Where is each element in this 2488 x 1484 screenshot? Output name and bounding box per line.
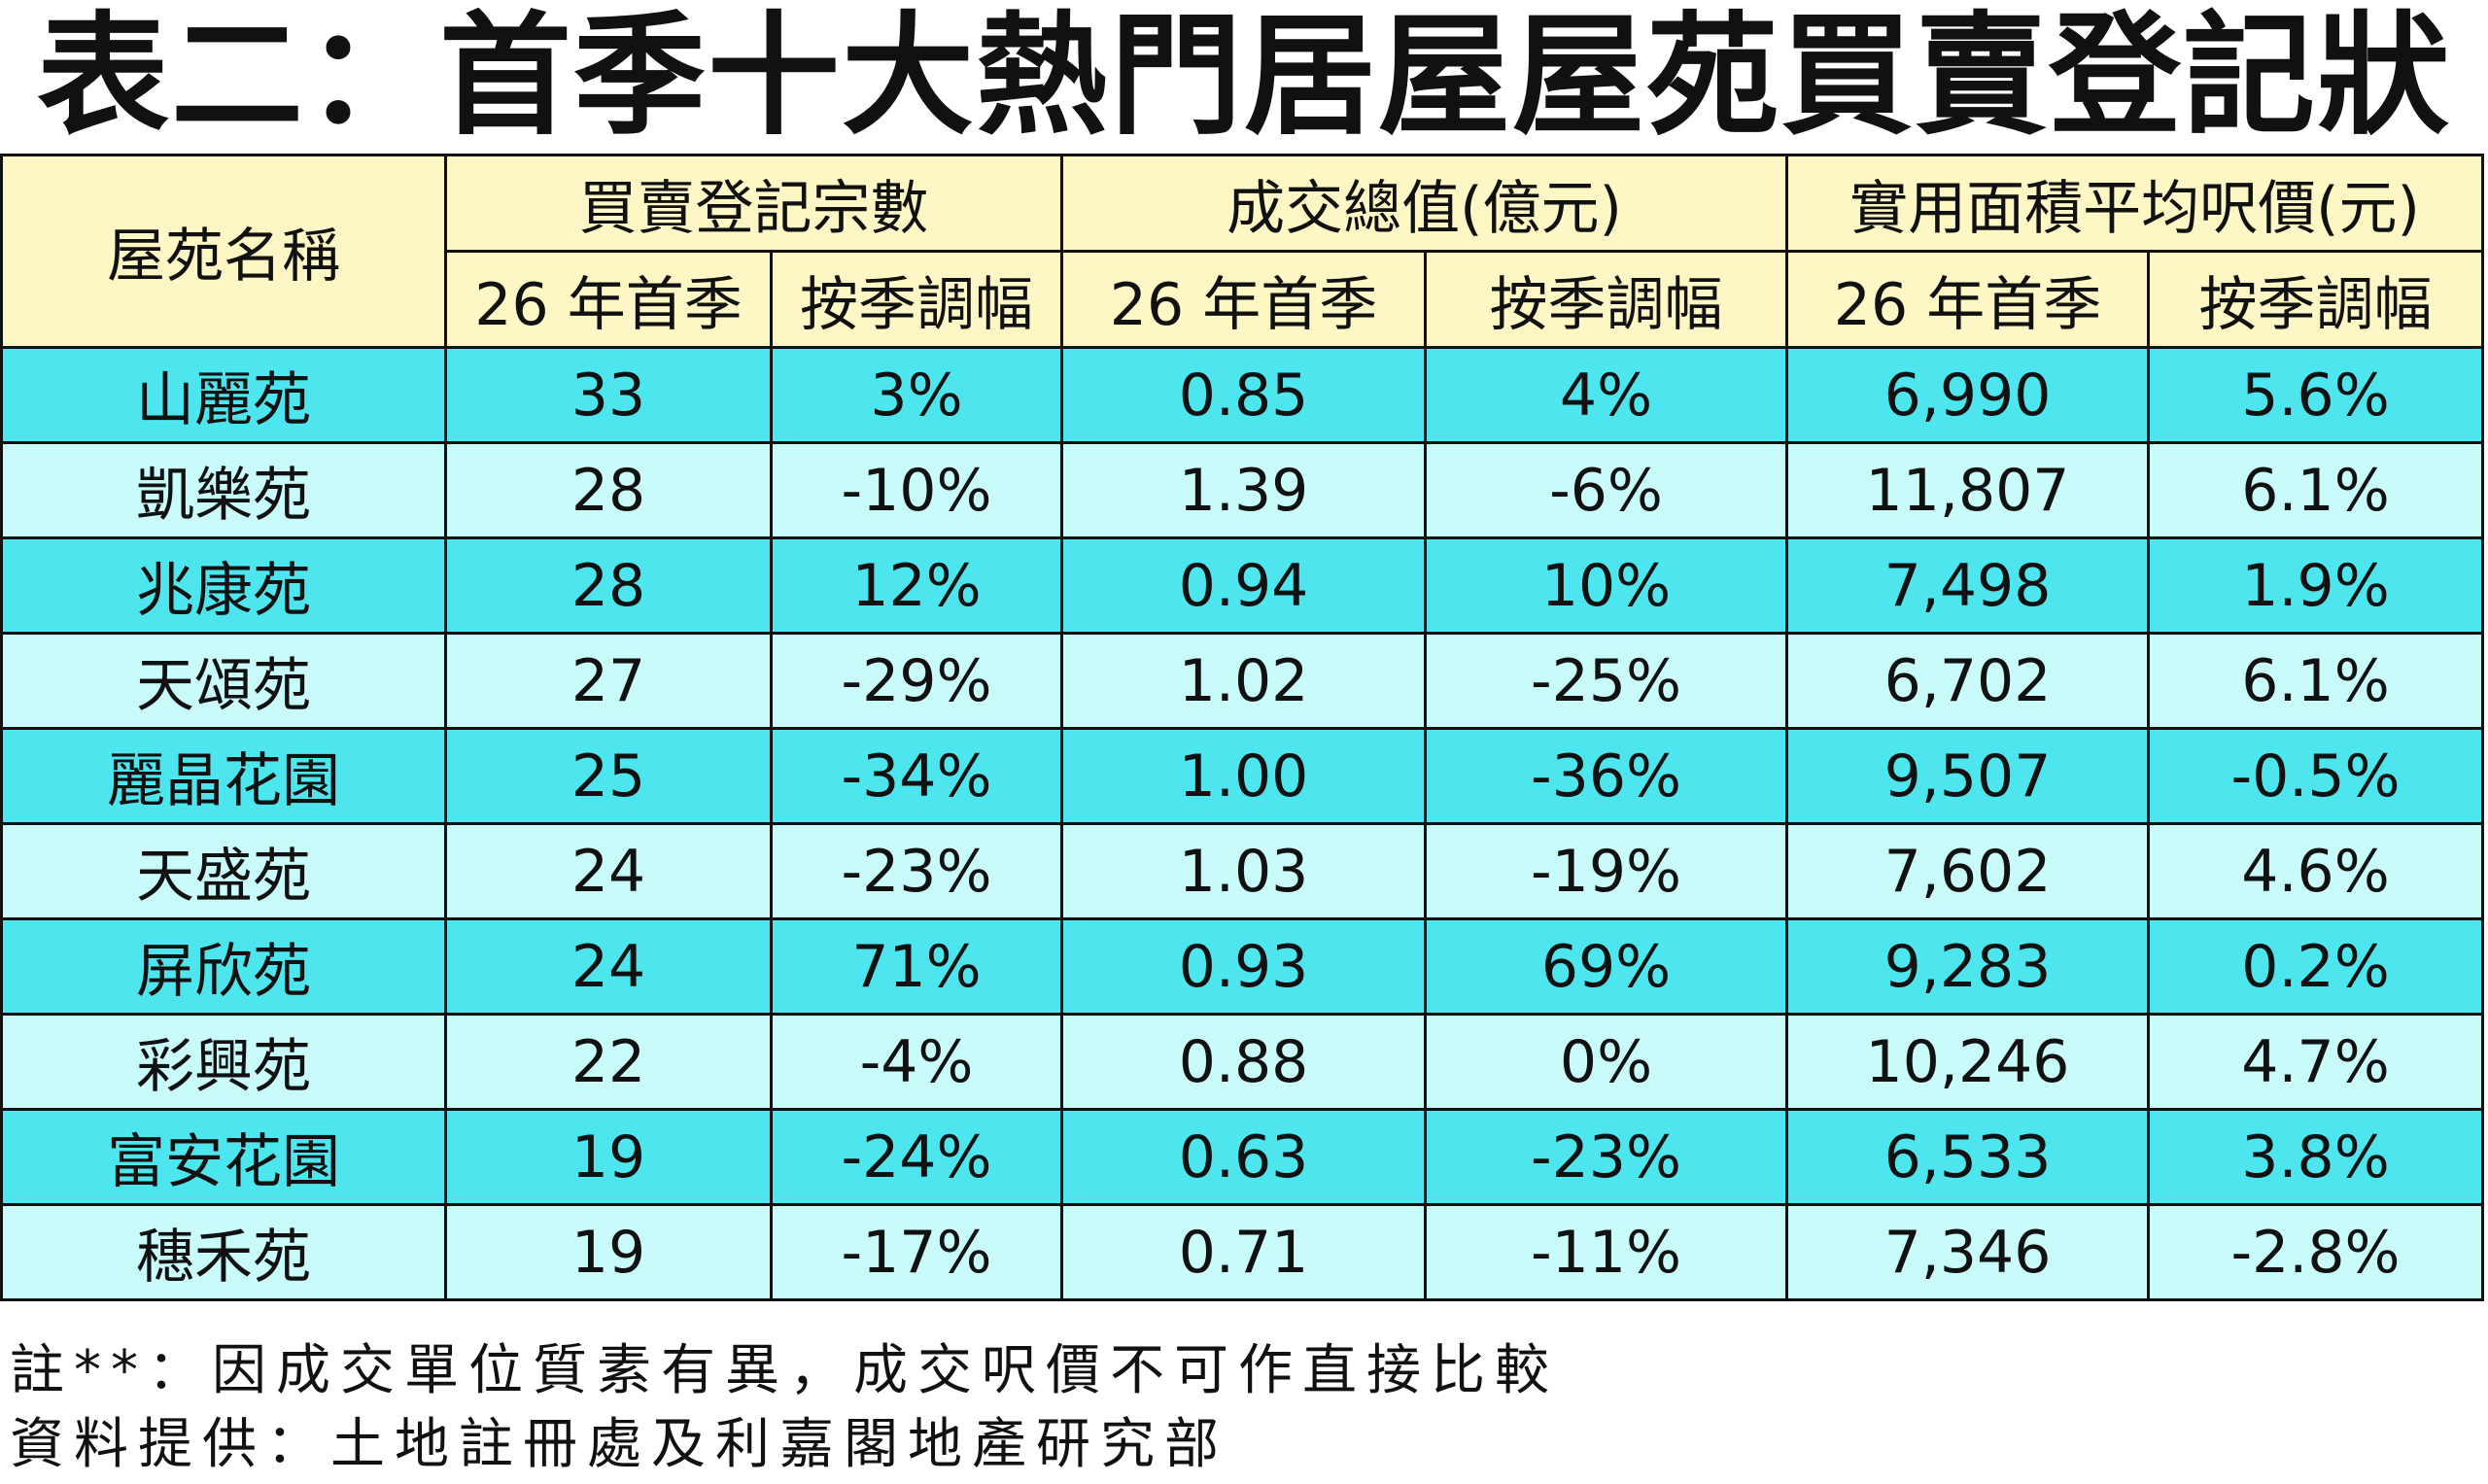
cell: 4.7%: [2147, 1013, 2485, 1111]
estate-name: 麗晶花園: [0, 727, 447, 825]
cell: 0.85: [1060, 346, 1427, 444]
cell: 28: [444, 536, 773, 635]
cell: 24: [444, 917, 773, 1016]
subheader: 按季調幅: [770, 250, 1063, 349]
estate-name: 凱樂苑: [0, 441, 447, 539]
estate-name: 兆康苑: [0, 536, 447, 635]
cell: -4%: [770, 1013, 1063, 1111]
group-header: 成交總值(億元): [1059, 154, 1789, 253]
cell: 0.63: [1060, 1108, 1427, 1206]
cell: 7,602: [1785, 822, 2151, 920]
cell: 11,807: [1785, 441, 2151, 539]
cell: -17%: [770, 1203, 1063, 1301]
subheader: 26 年首季: [1060, 250, 1427, 349]
cell: -11%: [1423, 1203, 1789, 1301]
cell: 69%: [1423, 917, 1789, 1016]
cell: 0.2%: [2147, 917, 2485, 1016]
estate-name: 穗禾苑: [0, 1203, 447, 1301]
table-row: 兆康苑 28 12% 0.94 10% 7,498 1.9%: [0, 536, 2485, 635]
cell: 3.8%: [2147, 1108, 2485, 1206]
cell: -36%: [1423, 727, 1789, 825]
cell: 10,246: [1785, 1013, 2151, 1111]
note: 註**：因成交單位質素有異，成交呎價不可作直接比較: [10, 1339, 1559, 1402]
source: 資料提供：土地註冊處及利嘉閣地產研究部: [10, 1413, 1228, 1476]
cell: -2.8%: [2147, 1203, 2485, 1301]
estate-name: 富安花園: [0, 1108, 447, 1206]
subheader: 按季調幅: [2147, 250, 2485, 349]
cell: 3%: [770, 346, 1063, 444]
cell: 0.88: [1060, 1013, 1427, 1111]
cell: 0.94: [1060, 536, 1427, 635]
cell: -24%: [770, 1108, 1063, 1206]
cell: 4.6%: [2147, 822, 2485, 920]
cell: 0%: [1423, 1013, 1789, 1111]
cell: 9,507: [1785, 727, 2151, 825]
data-table: 屋苑名稱 買賣登記宗數 成交總值(億元) 實用面積平均呎價(元) 26 年首季 按季調幅 2…: [0, 154, 2485, 1301]
cell: -23%: [770, 822, 1063, 920]
cell: 9,283: [1785, 917, 2151, 1016]
cell: 5.6%: [2147, 346, 2485, 444]
cell: -29%: [770, 632, 1063, 730]
subheader: 按季調幅: [1423, 250, 1789, 349]
cell: 33: [444, 346, 773, 444]
cell: 6.1%: [2147, 441, 2485, 539]
cell: 1.00: [1060, 727, 1427, 825]
cell: -23%: [1423, 1108, 1789, 1206]
subheader-row: 26 年首季 按季調幅 26 年首季 按季調幅 26 年首季 按季調幅: [2, 250, 2485, 349]
cell: 1.39: [1060, 441, 1427, 539]
cell: -10%: [770, 441, 1063, 539]
cell: -6%: [1423, 441, 1789, 539]
cell: 71%: [770, 917, 1063, 1016]
header-row: 屋苑名稱 買賣登記宗數 成交總值(億元) 實用面積平均呎價(元): [0, 154, 2485, 349]
cell: 1.03: [1060, 822, 1427, 920]
table-row: 天頌苑 27 -29% 1.02 -25% 6,702 6.1%: [0, 632, 2485, 730]
cell: 6.1%: [2147, 632, 2485, 730]
group-header: 買賣登記宗數: [444, 154, 1063, 253]
table-row: 富安花園 19 -24% 0.63 -23% 6,533 3.8%: [0, 1108, 2485, 1206]
cell: 0.71: [1060, 1203, 1427, 1301]
cell: 19: [444, 1203, 773, 1301]
group-header: 實用面積平均呎價(元): [1785, 154, 2485, 253]
estate-name: 天頌苑: [0, 632, 447, 730]
cell: 25: [444, 727, 773, 825]
table-row: 穗禾苑 19 -17% 0.71 -11% 7,346 -2.8%: [0, 1203, 2485, 1301]
cell: 24: [444, 822, 773, 920]
table-row: 天盛苑 24 -23% 1.03 -19% 7,602 4.6%: [0, 822, 2485, 920]
subheader: 26 年首季: [1785, 250, 2151, 349]
cell: -34%: [770, 727, 1063, 825]
cell: 6,702: [1785, 632, 2151, 730]
cell: 10%: [1423, 536, 1789, 635]
cell: 6,533: [1785, 1108, 2151, 1206]
cell: 0.93: [1060, 917, 1427, 1016]
estate-name: 天盛苑: [0, 822, 447, 920]
cell: 1.9%: [2147, 536, 2485, 635]
cell: 22: [444, 1013, 773, 1111]
table-row: 麗晶花園 25 -34% 1.00 -36% 9,507 -0.5%: [0, 727, 2485, 825]
cell: -19%: [1423, 822, 1789, 920]
table-row: 山麗苑 33 3% 0.85 4% 6,990 5.6%: [0, 346, 2485, 444]
estate-name: 彩興苑: [0, 1013, 447, 1111]
estate-name: 山麗苑: [0, 346, 447, 444]
cell: -0.5%: [2147, 727, 2485, 825]
cell: 27: [444, 632, 773, 730]
table-row: 凱樂苑 28 -10% 1.39 -6% 11,807 6.1%: [0, 441, 2485, 539]
cell: 1.02: [1060, 632, 1427, 730]
subheader: 26 年首季: [444, 250, 773, 349]
corner-header: 屋苑名稱: [0, 154, 447, 349]
cell: 7,346: [1785, 1203, 2151, 1301]
table-row: 屏欣苑 24 71% 0.93 69% 9,283 0.2%: [0, 917, 2485, 1016]
cell: 4%: [1423, 346, 1789, 444]
cell: -25%: [1423, 632, 1789, 730]
estate-name: 屏欣苑: [0, 917, 447, 1016]
table-row: 彩興苑 22 -4% 0.88 0% 10,246 4.7%: [0, 1013, 2485, 1111]
cell: 28: [444, 441, 773, 539]
cell: 19: [444, 1108, 773, 1206]
cell: 7,498: [1785, 536, 2151, 635]
cell: 12%: [770, 536, 1063, 635]
cell: 6,990: [1785, 346, 2151, 444]
